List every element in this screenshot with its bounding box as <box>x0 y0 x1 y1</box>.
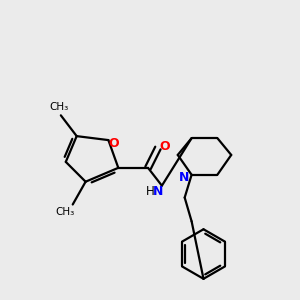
Text: H: H <box>146 185 154 198</box>
Text: N: N <box>178 171 189 184</box>
Text: CH₃: CH₃ <box>49 102 68 112</box>
Text: CH₃: CH₃ <box>55 207 74 218</box>
Text: N: N <box>153 185 163 198</box>
Text: O: O <box>108 136 119 150</box>
Text: O: O <box>160 140 170 152</box>
